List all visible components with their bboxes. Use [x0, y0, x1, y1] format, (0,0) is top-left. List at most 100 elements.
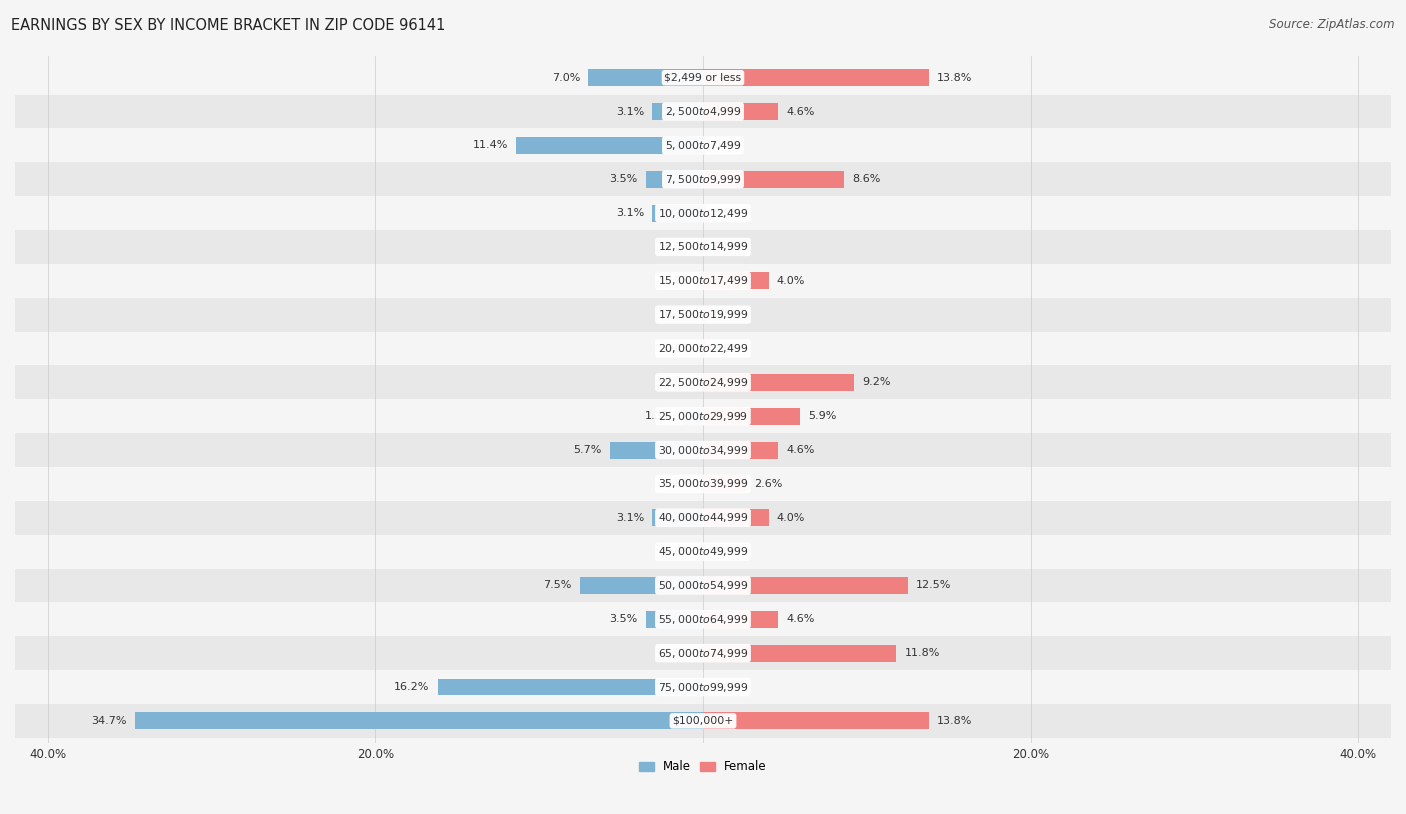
Bar: [0, 230, 1406, 264]
Text: $2,500 to $4,999: $2,500 to $4,999: [665, 105, 741, 118]
Bar: [703, 239, 706, 256]
Text: 9.2%: 9.2%: [862, 378, 890, 387]
Bar: [703, 204, 706, 221]
Bar: [703, 577, 908, 594]
Bar: [581, 577, 703, 594]
Text: $50,000 to $54,999: $50,000 to $54,999: [658, 579, 748, 592]
Bar: [700, 273, 703, 289]
Text: 3.5%: 3.5%: [609, 174, 637, 184]
Bar: [0, 264, 1406, 298]
Text: 34.7%: 34.7%: [91, 716, 127, 726]
Bar: [437, 679, 703, 695]
Bar: [0, 94, 1406, 129]
Text: 0.0%: 0.0%: [664, 344, 692, 353]
Text: 4.0%: 4.0%: [776, 276, 806, 286]
Bar: [700, 374, 703, 391]
Text: $10,000 to $12,499: $10,000 to $12,499: [658, 207, 748, 220]
Text: 0.0%: 0.0%: [714, 344, 742, 353]
Text: 4.0%: 4.0%: [776, 513, 806, 523]
Bar: [0, 433, 1406, 467]
Bar: [703, 510, 769, 526]
Bar: [703, 679, 706, 695]
Text: $55,000 to $64,999: $55,000 to $64,999: [658, 613, 748, 626]
Bar: [0, 670, 1406, 704]
Bar: [703, 475, 745, 492]
Text: $65,000 to $74,999: $65,000 to $74,999: [658, 646, 748, 659]
Bar: [703, 442, 779, 458]
Bar: [703, 610, 779, 628]
Legend: Male, Female: Male, Female: [634, 755, 772, 778]
Text: 12.5%: 12.5%: [915, 580, 952, 590]
Text: 4.6%: 4.6%: [786, 107, 815, 116]
Bar: [700, 306, 703, 323]
Text: 8.6%: 8.6%: [852, 174, 880, 184]
Bar: [703, 171, 844, 188]
Text: 0.0%: 0.0%: [714, 682, 742, 692]
Text: 4.6%: 4.6%: [786, 445, 815, 455]
Bar: [516, 137, 703, 154]
Text: Source: ZipAtlas.com: Source: ZipAtlas.com: [1270, 18, 1395, 31]
Bar: [135, 712, 703, 729]
Text: $35,000 to $39,999: $35,000 to $39,999: [658, 478, 748, 490]
Text: $7,500 to $9,999: $7,500 to $9,999: [665, 173, 741, 186]
Text: 11.8%: 11.8%: [904, 648, 939, 659]
Bar: [0, 298, 1406, 331]
Bar: [588, 69, 703, 86]
Bar: [0, 467, 1406, 501]
Text: 11.4%: 11.4%: [472, 140, 508, 151]
Bar: [703, 408, 800, 425]
Text: 7.0%: 7.0%: [551, 72, 581, 83]
Bar: [703, 103, 779, 120]
Bar: [682, 408, 703, 425]
Text: $2,499 or less: $2,499 or less: [665, 72, 741, 83]
Text: 0.0%: 0.0%: [664, 648, 692, 659]
Text: 0.0%: 0.0%: [714, 140, 742, 151]
Text: 0.0%: 0.0%: [664, 378, 692, 387]
Text: 0.0%: 0.0%: [664, 276, 692, 286]
Text: $25,000 to $29,999: $25,000 to $29,999: [658, 409, 748, 422]
Text: $15,000 to $17,499: $15,000 to $17,499: [658, 274, 748, 287]
Text: 0.0%: 0.0%: [664, 479, 692, 489]
Text: $45,000 to $49,999: $45,000 to $49,999: [658, 545, 748, 558]
Bar: [652, 103, 703, 120]
Text: $75,000 to $99,999: $75,000 to $99,999: [658, 681, 748, 694]
Text: $20,000 to $22,499: $20,000 to $22,499: [658, 342, 748, 355]
Bar: [703, 137, 706, 154]
Bar: [703, 645, 896, 662]
Text: $12,500 to $14,999: $12,500 to $14,999: [658, 240, 748, 253]
Text: $30,000 to $34,999: $30,000 to $34,999: [658, 444, 748, 457]
Bar: [703, 69, 929, 86]
Bar: [703, 273, 769, 289]
Bar: [703, 712, 929, 729]
Bar: [652, 204, 703, 221]
Bar: [0, 129, 1406, 162]
Text: 3.1%: 3.1%: [616, 513, 644, 523]
Text: 7.5%: 7.5%: [544, 580, 572, 590]
Text: 3.1%: 3.1%: [616, 208, 644, 218]
Bar: [700, 645, 703, 662]
Text: 0.0%: 0.0%: [664, 309, 692, 320]
Text: 0.0%: 0.0%: [664, 242, 692, 252]
Text: EARNINGS BY SEX BY INCOME BRACKET IN ZIP CODE 96141: EARNINGS BY SEX BY INCOME BRACKET IN ZIP…: [11, 18, 446, 33]
Bar: [0, 704, 1406, 737]
Text: 0.0%: 0.0%: [714, 242, 742, 252]
Text: $40,000 to $44,999: $40,000 to $44,999: [658, 511, 748, 524]
Text: 0.0%: 0.0%: [664, 547, 692, 557]
Bar: [645, 610, 703, 628]
Text: $22,500 to $24,999: $22,500 to $24,999: [658, 376, 748, 389]
Text: 3.5%: 3.5%: [609, 615, 637, 624]
Bar: [703, 340, 706, 357]
Bar: [0, 400, 1406, 433]
Text: 3.1%: 3.1%: [616, 107, 644, 116]
Text: 4.6%: 4.6%: [786, 615, 815, 624]
Bar: [0, 61, 1406, 94]
Bar: [703, 374, 853, 391]
Bar: [0, 331, 1406, 365]
Bar: [703, 543, 706, 560]
Text: $5,000 to $7,499: $5,000 to $7,499: [665, 139, 741, 152]
Text: 13.8%: 13.8%: [938, 72, 973, 83]
Text: 2.6%: 2.6%: [754, 479, 782, 489]
Bar: [0, 535, 1406, 568]
Bar: [645, 171, 703, 188]
Bar: [0, 501, 1406, 535]
